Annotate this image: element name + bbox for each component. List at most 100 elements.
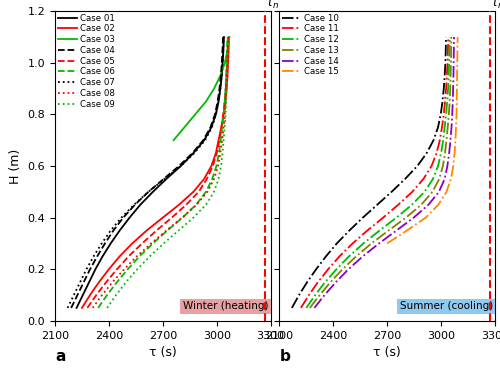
Case 05: [224, 60, 230, 65]
Case 09: [224, 60, 230, 65]
Case 07: [162, 177, 168, 181]
Case 01: [86, 280, 92, 284]
Case 11: [441, 112, 447, 117]
Case 13: [444, 138, 450, 142]
Case 12: [440, 138, 446, 142]
Case 04: [208, 125, 214, 129]
Case 14: [444, 164, 450, 168]
Case 06: [224, 60, 230, 65]
Line: Case 09: Case 09: [107, 37, 228, 308]
Case 15: [454, 60, 460, 65]
Case 12: [447, 35, 453, 39]
Case 03: [203, 99, 209, 104]
Case 11: [420, 177, 426, 181]
Case 08: [134, 254, 140, 258]
Case 07: [192, 151, 198, 155]
Case 09: [224, 35, 230, 39]
Case 02: [222, 99, 228, 104]
Case 06: [203, 189, 209, 194]
Case 11: [380, 215, 386, 220]
Case 04: [102, 241, 108, 245]
Case 15: [454, 73, 460, 78]
Case 06: [193, 203, 199, 207]
Case 06: [223, 73, 229, 78]
Case 01: [80, 293, 86, 297]
Line: Case 04: Case 04: [71, 37, 223, 308]
Case 13: [436, 177, 442, 181]
Case 14: [376, 241, 382, 245]
Case 07: [220, 35, 226, 39]
Line: Case 02: Case 02: [82, 37, 229, 308]
Case 09: [134, 267, 140, 272]
Case 03: [222, 60, 228, 65]
Case 03: [192, 112, 198, 117]
Case 08: [223, 99, 229, 104]
Case 14: [450, 60, 456, 65]
Case 04: [132, 203, 138, 207]
Case 08: [224, 48, 230, 52]
Case 04: [212, 112, 218, 117]
Case 01: [190, 151, 196, 155]
Case 11: [444, 60, 450, 65]
Case 04: [81, 280, 87, 284]
Case 14: [312, 305, 318, 310]
Case 10: [296, 293, 302, 297]
Case 14: [449, 112, 455, 117]
Case 04: [200, 138, 206, 142]
Case 05: [139, 241, 145, 245]
Case 13: [448, 73, 454, 78]
Case 10: [440, 99, 446, 104]
Case 04: [214, 99, 220, 104]
Case 05: [84, 305, 90, 310]
Case 07: [218, 86, 224, 91]
Case 05: [204, 177, 210, 181]
Case 10: [443, 48, 449, 52]
Case 01: [92, 267, 98, 272]
Case 02: [213, 151, 219, 155]
Case 06: [125, 267, 131, 272]
Case 12: [446, 60, 452, 65]
Case 15: [448, 177, 454, 181]
Line: Case 13: Case 13: [310, 37, 452, 308]
X-axis label: τ (s): τ (s): [149, 346, 176, 359]
Case 12: [438, 151, 444, 155]
Line: Case 15: Case 15: [387, 37, 458, 243]
Case 03: [170, 138, 176, 142]
Case 14: [450, 73, 456, 78]
Line: Case 03: Case 03: [174, 37, 230, 140]
Text: $\tau_n$: $\tau_n$: [490, 0, 500, 11]
Case 01: [150, 189, 156, 194]
Case 08: [204, 189, 210, 194]
Case 03: [211, 86, 217, 91]
Case 12: [360, 241, 366, 245]
Case 07: [90, 254, 96, 258]
Case 04: [220, 48, 226, 52]
Case 13: [353, 254, 359, 258]
Case 15: [404, 228, 410, 233]
Case 06: [150, 241, 156, 245]
Case 09: [224, 73, 230, 78]
Case 06: [210, 177, 216, 181]
Case 05: [103, 280, 109, 284]
Case 12: [312, 293, 318, 297]
Case 05: [196, 189, 202, 194]
Case 10: [323, 254, 329, 258]
Case 09: [216, 177, 222, 181]
Case 11: [364, 228, 370, 233]
Case 13: [446, 112, 452, 117]
Case 05: [183, 203, 189, 207]
Case 03: [224, 48, 230, 52]
Case 07: [98, 241, 104, 245]
Case 08: [194, 203, 200, 207]
Case 01: [164, 177, 170, 181]
Text: $\tau_n$: $\tau_n$: [266, 0, 280, 11]
Case 11: [325, 267, 331, 272]
Case 01: [178, 164, 184, 168]
Case 07: [77, 280, 83, 284]
Case 14: [411, 215, 417, 220]
Case 14: [394, 228, 400, 233]
Case 02: [144, 228, 150, 233]
Case 02: [226, 35, 232, 39]
Case 04: [94, 254, 100, 258]
Case 14: [322, 293, 328, 297]
